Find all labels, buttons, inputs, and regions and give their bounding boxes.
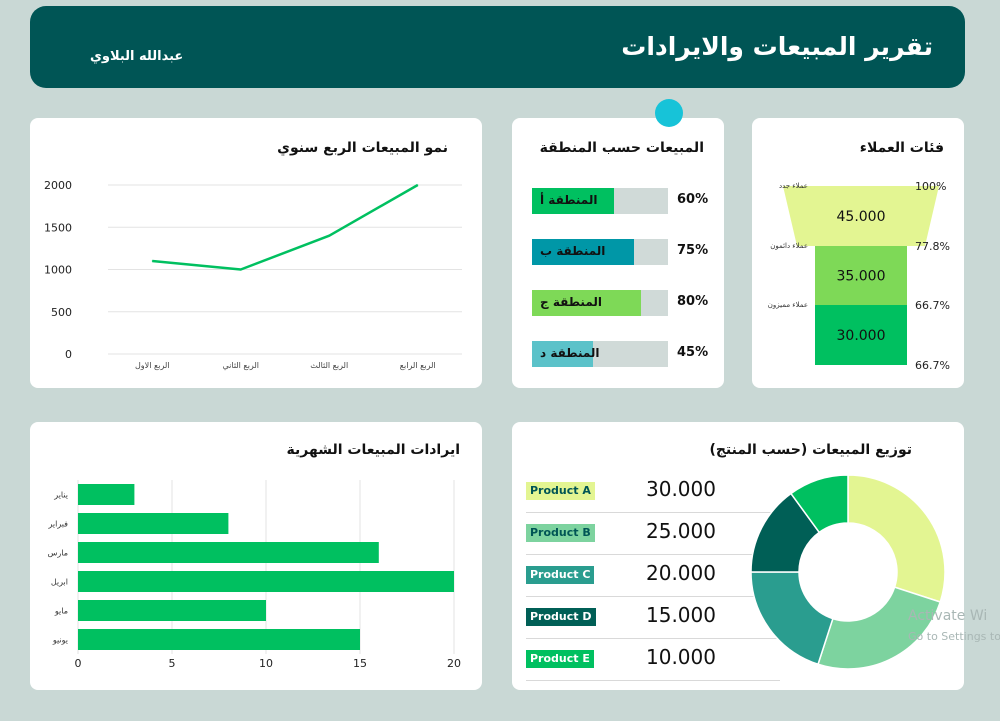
- card-title: ايرادات المبيعات الشهرية: [286, 442, 460, 458]
- customer-segments-card: فئات العملاء 45.000 عملاء جدد 35.000 عملاء …: [752, 118, 964, 388]
- region-bar-label: المنطقة ج: [540, 295, 602, 309]
- region-sales-card: المبيعات حسب المنطقة المنطقة أ 60% المنطقة…: [512, 118, 724, 388]
- bar: [78, 542, 379, 563]
- bar: [78, 484, 135, 505]
- x-tick-label: الربع الثالث: [310, 361, 348, 370]
- region-bar-label: المنطقة د: [540, 346, 600, 360]
- region-percent-label: 75%: [677, 243, 709, 258]
- funnel-value-label: 45.000: [837, 209, 886, 225]
- bar: [78, 571, 454, 592]
- bar: [78, 600, 266, 621]
- quarterly-growth-card: نمو المبيعات الربع سنوي 0 500 1000 1500 2000…: [30, 118, 482, 388]
- y-tick-label: 0: [65, 348, 72, 361]
- y-tick-label: ابريل: [51, 578, 68, 587]
- decorative-dot: [655, 99, 683, 127]
- header-banner: تقرير المبيعات والايرادات عبدالله البلاو…: [30, 6, 965, 88]
- product-value: 20.000: [646, 561, 716, 585]
- product-tag: Product C: [526, 566, 595, 584]
- funnel-category-label: عملاء مميزون: [768, 301, 808, 309]
- y-tick-label: 1000: [44, 264, 72, 277]
- x-tick-label: الربع الثاني: [222, 361, 259, 370]
- x-tick-label: 20: [447, 657, 461, 670]
- funnel-percent-label: 66.7%: [915, 359, 950, 372]
- watermark-line2: Go to Settings to: [908, 630, 1000, 643]
- region-bar-fill: [532, 290, 641, 316]
- funnel-segment: [815, 305, 907, 365]
- x-tick-label: 5: [169, 657, 176, 670]
- y-tick-label: 1500: [44, 221, 72, 234]
- region-bar-track: المنطقة د: [532, 341, 668, 367]
- funnel-category-label: عملاء دائمون: [770, 242, 808, 250]
- product-distribution-card: توزيع المبيعات (حسب المنتج) Product A 30.…: [512, 422, 964, 690]
- y-tick-label: فبراير: [47, 520, 68, 529]
- funnel-segment: [815, 246, 907, 305]
- bar: [78, 513, 229, 534]
- monthly-revenue-card: ايرادات المبيعات الشهرية 0 5 10 15 20 يناير فب…: [30, 422, 482, 690]
- product-value: 25.000: [646, 519, 716, 543]
- card-title: نمو المبيعات الربع سنوي: [277, 140, 448, 156]
- data-point: [240, 269, 242, 270]
- region-bar-fill: [532, 239, 634, 265]
- product-tag: Product D: [526, 608, 596, 626]
- funnel-percent-label: 77.8%: [915, 240, 950, 253]
- product-value: 15.000: [646, 603, 716, 627]
- region-bar-label: المنطقة ب: [540, 244, 606, 258]
- card-title: توزيع المبيعات (حسب المنتج): [709, 442, 912, 458]
- region-bar-fill: [532, 341, 594, 367]
- data-point: [328, 235, 330, 237]
- region-percent-label: 80%: [677, 294, 709, 309]
- x-tick-label: 0: [75, 657, 82, 670]
- donut-slice: [789, 474, 849, 534]
- region-bar-track: المنطقة أ: [532, 188, 668, 214]
- funnel-percent-label: 66.7%: [915, 299, 950, 312]
- product-row: Product E 10.000: [526, 639, 780, 681]
- author-name: عبدالله البلاوي: [90, 49, 184, 64]
- y-tick-label: يونيو: [52, 636, 68, 645]
- y-tick-label: مارس: [48, 549, 68, 558]
- funnel-segment: [783, 186, 939, 246]
- data-point: [151, 260, 153, 262]
- line-chart: 0 500 1000 1500 2000 الربع الاول الربع الثاني ا…: [44, 179, 462, 370]
- product-row: Product B 25.000: [526, 513, 780, 555]
- funnel-value-label: 30.000: [837, 328, 886, 344]
- card-title: المبيعات حسب المنطقة: [539, 140, 704, 156]
- card-title: فئات العملاء: [859, 140, 944, 156]
- donut-slice: [750, 571, 834, 666]
- series-line: [152, 183, 419, 271]
- x-tick-label: 15: [353, 657, 367, 670]
- y-tick-label: مايو: [54, 607, 68, 616]
- funnel-chart: 45.000 عملاء جدد 35.000 عملاء دائمون 30.000 ع…: [768, 180, 950, 372]
- y-tick-label: يناير: [53, 491, 68, 500]
- region-bar-track: المنطقة ج: [532, 290, 668, 316]
- page-title: تقرير المبيعات والايرادات: [621, 32, 933, 61]
- product-row: Product A 30.000: [526, 471, 780, 513]
- y-tick-label: 2000: [44, 179, 72, 192]
- product-value: 30.000: [646, 477, 716, 501]
- funnel-value-label: 35.000: [837, 269, 886, 285]
- region-bar-fill: [532, 188, 614, 214]
- product-tag: Product A: [526, 482, 595, 500]
- funnel-percent-label: 100%: [915, 180, 946, 193]
- product-row: Product C 20.000: [526, 555, 780, 597]
- product-tag: Product E: [526, 650, 594, 668]
- region-percent-label: 60%: [677, 192, 709, 207]
- region-bar-track: المنطقة ب: [532, 239, 668, 265]
- product-tag: Product B: [526, 524, 595, 542]
- product-value: 10.000: [646, 645, 716, 669]
- x-tick-label: الربع الرابع: [400, 361, 436, 370]
- donut-slice: [817, 586, 942, 670]
- donut-chart: [750, 474, 946, 670]
- watermark-line1: Activate Wi: [908, 608, 988, 624]
- region-percent-label: 45%: [677, 345, 709, 360]
- donut-slice: [847, 474, 946, 603]
- horizontal-bar-chart: 0 5 10 15 20 يناير فبراير مارس ابريل مايو يونيو: [47, 480, 461, 670]
- bar: [78, 629, 360, 650]
- funnel-category-label: عملاء جدد: [779, 182, 808, 190]
- data-point: [417, 184, 419, 186]
- product-row: Product D 15.000: [526, 597, 780, 639]
- y-tick-label: 500: [51, 306, 72, 319]
- region-bar-label: المنطقة أ: [540, 193, 598, 207]
- x-tick-label: الربع الاول: [135, 361, 170, 370]
- x-tick-label: 10: [259, 657, 273, 670]
